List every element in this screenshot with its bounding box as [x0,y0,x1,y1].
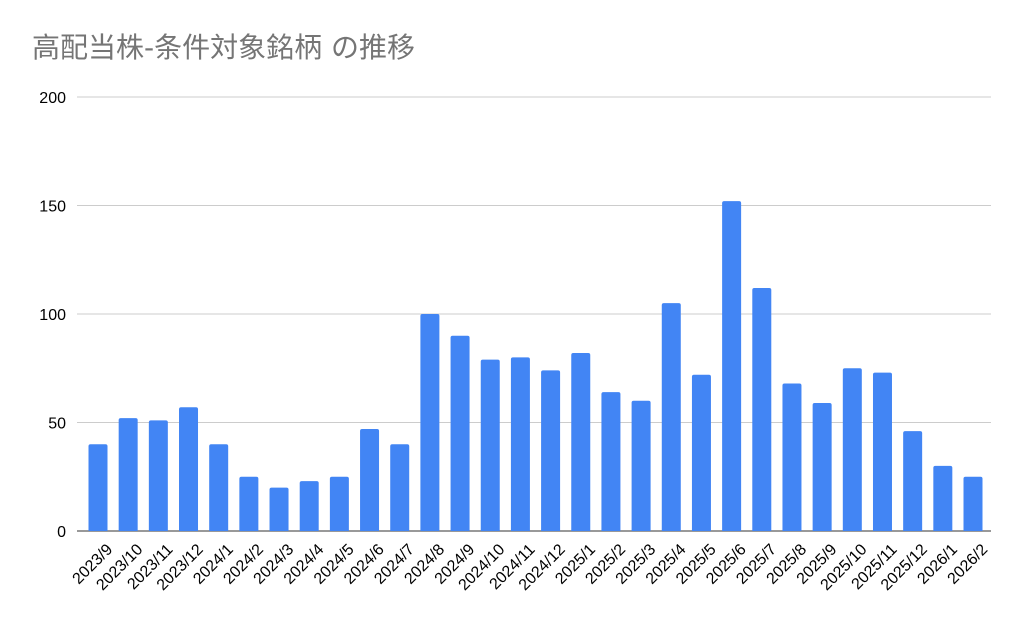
bar [118,418,138,531]
bar [631,400,651,531]
bar [842,368,862,531]
bar [239,476,259,531]
bar [209,444,229,531]
bar [269,487,289,531]
bar [872,372,892,531]
bar [450,335,470,531]
bar [812,402,832,531]
y-axis-tick-labels: 0 50 100 150 200 [39,90,66,541]
bar [571,353,591,531]
bar [722,201,742,531]
bars [88,201,983,531]
bar [88,444,108,531]
bar [601,392,621,531]
grid-lines [77,96,991,532]
y-tick-label: 200 [39,90,66,107]
y-tick-label: 0 [57,524,66,541]
bar [903,431,923,531]
x-axis-tick-labels: 2023/92023/102023/112023/122024/12024/22… [70,541,992,594]
bar [661,303,681,531]
bar [299,481,319,531]
bar [691,374,711,531]
bar [480,359,500,531]
bar [179,407,199,531]
bar [752,287,772,531]
y-tick-label: 150 [39,199,66,216]
bar [541,370,561,531]
bar [510,357,530,531]
bar [782,383,802,531]
chart-title: 高配当株-条件対象銘柄 の推移 [32,31,416,64]
y-tick-label: 100 [39,307,66,324]
bar [360,429,380,531]
y-tick-label: 50 [48,416,66,433]
bar [390,444,410,531]
bar [148,420,168,531]
bar [963,476,983,531]
bar [933,465,953,531]
bar [420,314,440,531]
bar [329,476,349,531]
